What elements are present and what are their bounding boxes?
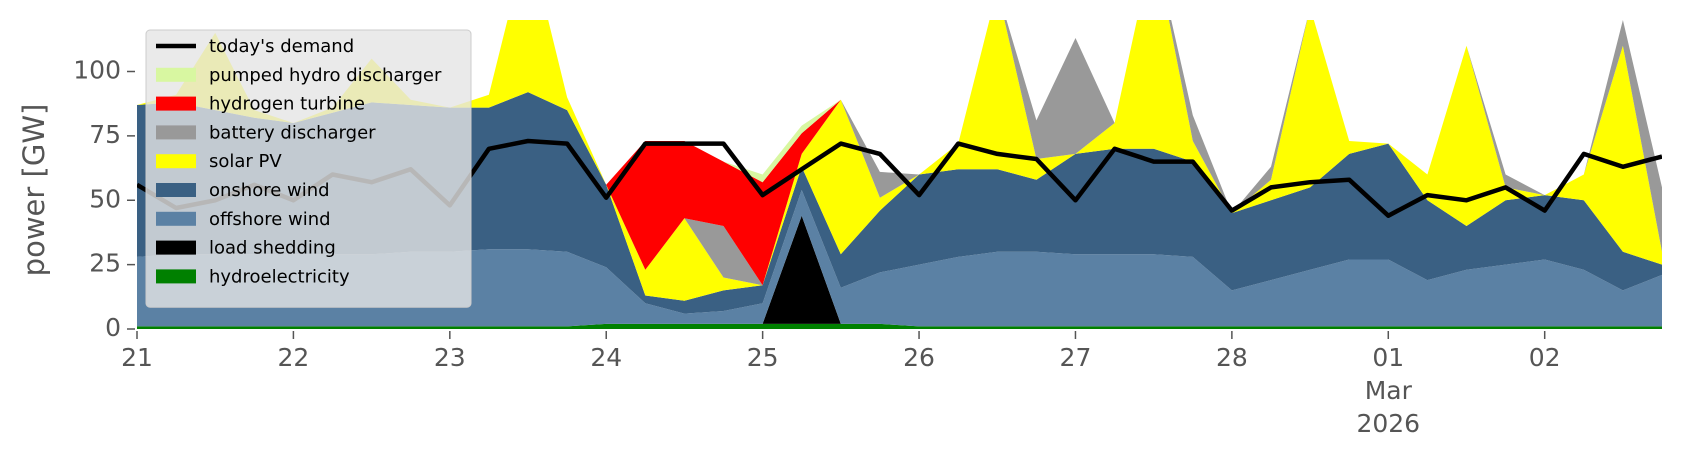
x-tick-label: 25 (747, 343, 779, 372)
legend-label: onshore wind (209, 180, 330, 201)
y-tick-label: 100 (73, 56, 121, 85)
legend-swatch (156, 240, 196, 255)
legend-swatch (156, 211, 196, 226)
legend: today's demand pumped hydro discharger hyd… (145, 29, 472, 308)
legend-box (145, 29, 472, 308)
x-tick-label: 21 (121, 343, 153, 372)
legend-label: pumped hydro discharger (209, 65, 442, 86)
x-tick-label: 24 (590, 343, 622, 372)
x-tick-label: 27 (1060, 343, 1092, 372)
legend-label: battery discharger (209, 122, 376, 143)
area (137, 323, 1662, 329)
legend-swatch (156, 269, 196, 284)
legend-label: today's demand (209, 36, 354, 57)
x-tick-label: 2026 (1356, 409, 1420, 438)
area (137, 189, 1662, 327)
x-tick-label: 28 (1216, 343, 1248, 372)
y-tick-label: 75 (89, 120, 121, 149)
x-tick-label: 01 (1372, 343, 1404, 372)
x-tick-label: 26 (903, 343, 935, 372)
legend-label: offshore wind (209, 209, 331, 230)
y-tick-label: 0 (105, 313, 121, 342)
legend-swatch (156, 125, 196, 140)
legend-label: load shedding (209, 238, 336, 259)
y-axis-label: power [GW] (17, 104, 51, 277)
legend-swatch (156, 67, 196, 82)
legend-swatch (156, 154, 196, 169)
legend-swatch (156, 96, 196, 111)
legend-label: hydrogen turbine (209, 94, 365, 115)
x-tick-label: 23 (434, 343, 466, 372)
x-tick-label: 22 (278, 343, 310, 372)
legend-label: hydroelectricity (209, 266, 350, 287)
x-tick-label: Mar (1365, 376, 1413, 405)
area (137, 20, 1662, 301)
area (137, 92, 1662, 314)
y-tick-label: 25 (89, 249, 121, 278)
legend-swatch (156, 183, 196, 197)
y-tick-label: 50 (89, 184, 121, 213)
legend-label: solar PV (209, 151, 282, 172)
x-tick-label: 02 (1529, 343, 1561, 372)
